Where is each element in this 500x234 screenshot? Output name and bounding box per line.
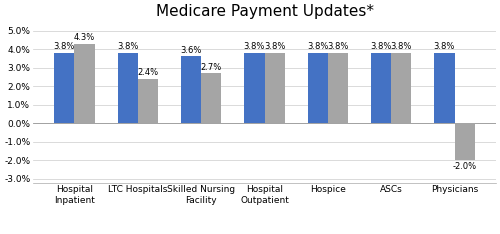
Text: 3.8%: 3.8% (370, 43, 392, 51)
Text: 3.6%: 3.6% (180, 46, 202, 55)
Text: 3.8%: 3.8% (264, 43, 285, 51)
Bar (54, 53, 74, 123)
Text: 3.8%: 3.8% (244, 43, 265, 51)
Text: 4.3%: 4.3% (74, 33, 96, 42)
Bar (201, 73, 222, 123)
Text: 2.4%: 2.4% (138, 68, 158, 77)
Bar (391, 53, 411, 123)
Text: 3.8%: 3.8% (307, 43, 328, 51)
Text: 3.8%: 3.8% (328, 43, 348, 51)
Bar (181, 56, 201, 123)
Bar (74, 44, 95, 123)
Title: Medicare Payment Updates*: Medicare Payment Updates* (156, 4, 374, 19)
Bar (454, 123, 475, 160)
Text: 2.7%: 2.7% (200, 63, 222, 72)
Bar (118, 53, 138, 123)
Text: -2.0%: -2.0% (452, 162, 476, 171)
Legend: 2023 Inflation Rate, 2023 Update: 2023 Inflation Rate, 2023 Update (155, 232, 374, 234)
Bar (138, 79, 158, 123)
Bar (434, 53, 454, 123)
Text: 3.8%: 3.8% (54, 43, 75, 51)
Text: 3.8%: 3.8% (117, 43, 138, 51)
Bar (328, 53, 348, 123)
Text: 3.8%: 3.8% (434, 43, 455, 51)
Bar (264, 53, 285, 123)
Bar (371, 53, 391, 123)
Bar (244, 53, 264, 123)
Bar (308, 53, 328, 123)
Text: 3.8%: 3.8% (390, 43, 412, 51)
